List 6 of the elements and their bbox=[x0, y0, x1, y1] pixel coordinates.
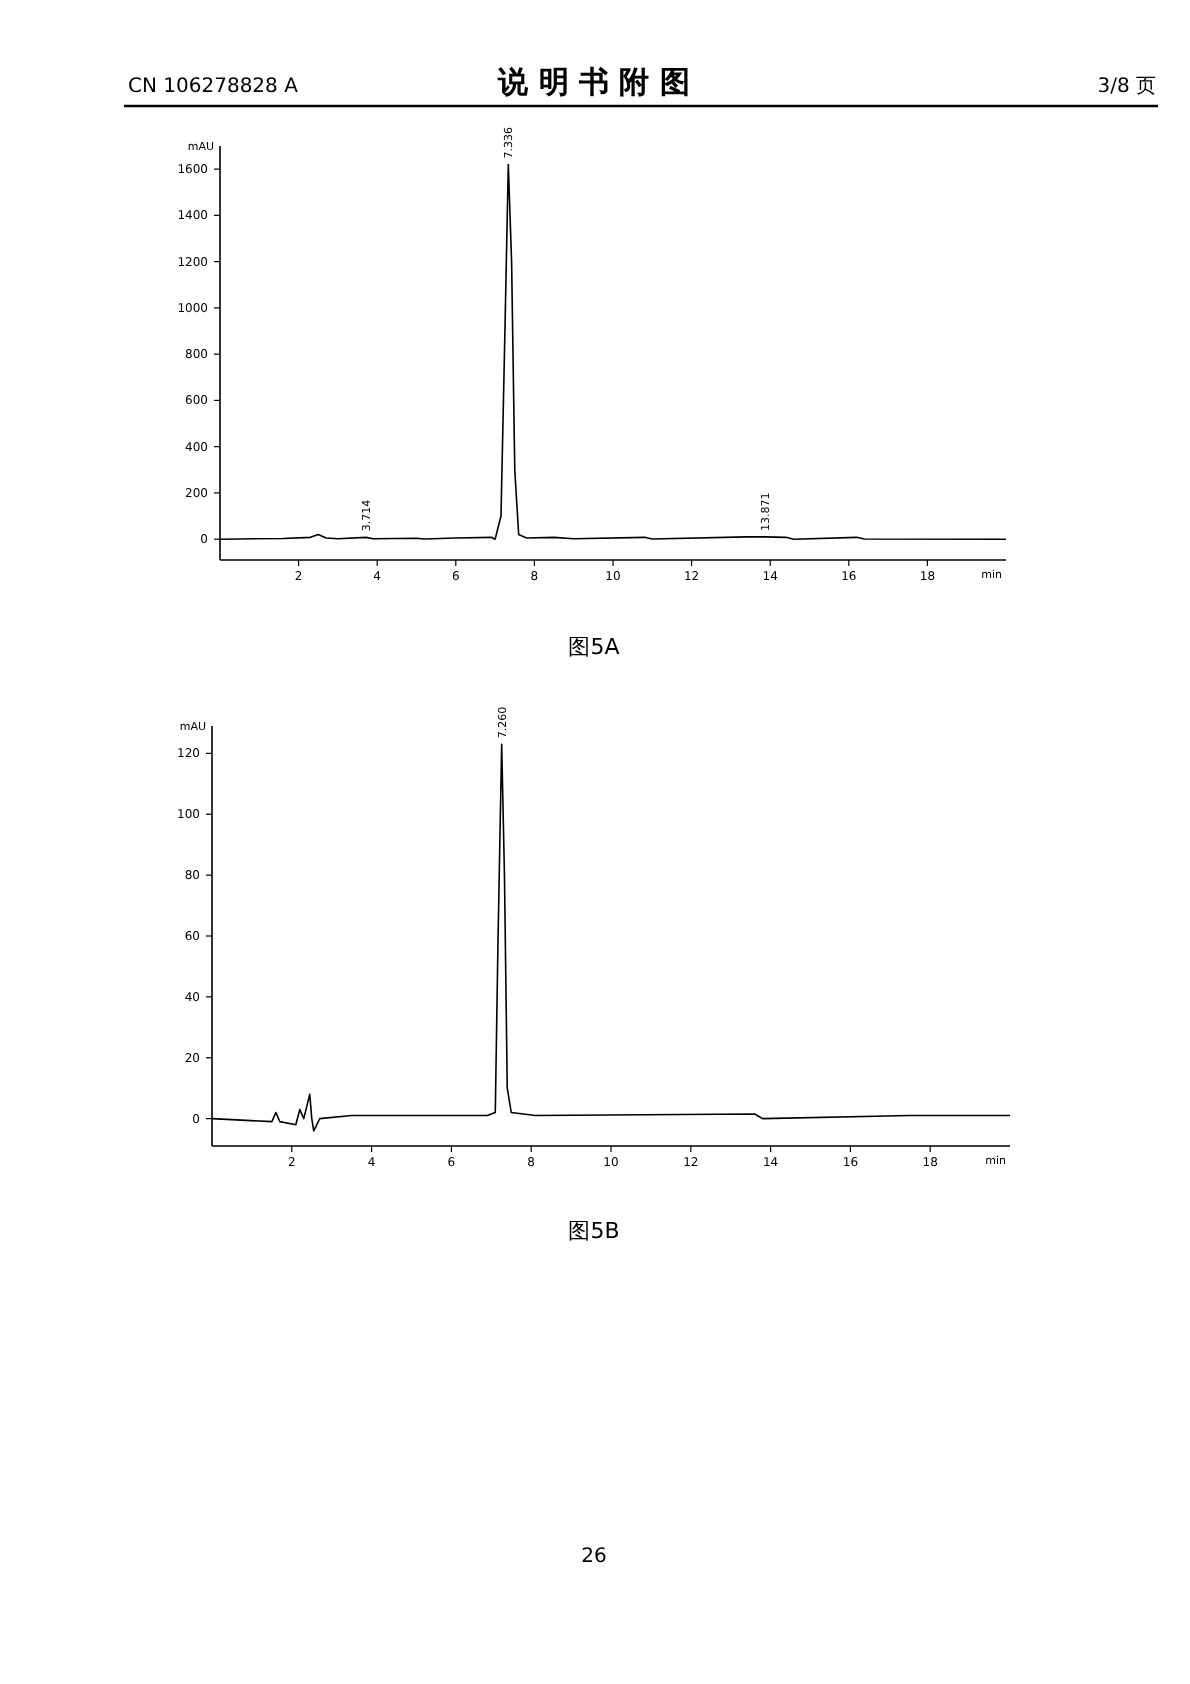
text: 3/8 页 bbox=[1097, 76, 1156, 98]
text: 说 明 书 附 图 bbox=[496, 64, 690, 100]
caption: 图5A bbox=[568, 634, 621, 660]
caption: 图5B bbox=[568, 1218, 620, 1244]
text: CN 106278828 A bbox=[128, 76, 299, 98]
text: 26 bbox=[581, 1546, 607, 1568]
